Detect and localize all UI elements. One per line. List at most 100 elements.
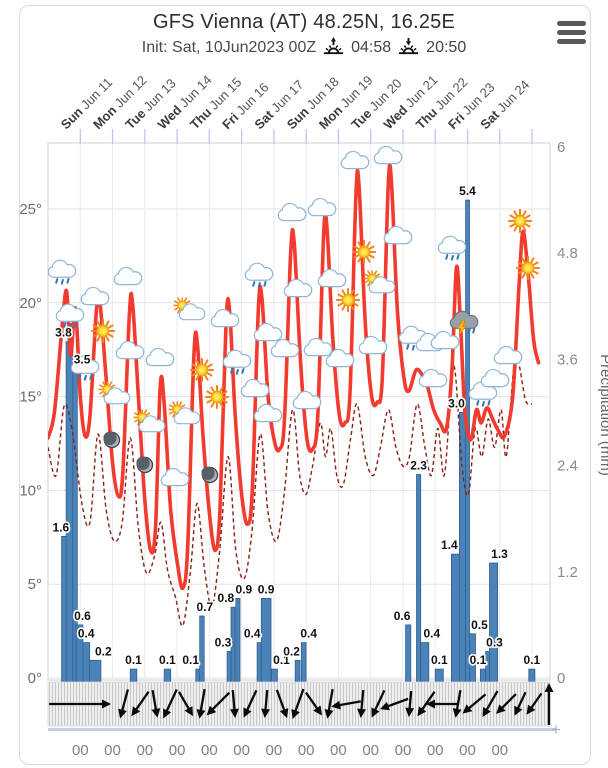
precip-bar-labels: 1.63.83.50.60.40.20.1 0.1 0.10.70.30.80.90…	[51, 183, 542, 669]
wind-arrow-head	[313, 705, 323, 716]
wind-arrow	[357, 689, 367, 718]
menu-bar	[557, 39, 586, 44]
precip-value-label: 0.4	[244, 627, 261, 641]
precip-value-label: 1.4	[441, 538, 458, 552]
wind-arrow-head	[544, 683, 554, 692]
wind-arrow-head	[452, 708, 462, 718]
precip-bar	[256, 642, 262, 683]
wind-arrow-head	[118, 708, 127, 719]
wind-arrow	[305, 691, 323, 716]
sunrise-icon	[324, 37, 344, 55]
sunrise-time: 04:58	[351, 38, 392, 56]
hour-label: 00	[169, 742, 186, 759]
wind-arrow	[405, 690, 415, 717]
hour-label: 00	[104, 742, 121, 759]
wind-arrow-head	[331, 700, 341, 710]
wind-arrow	[514, 691, 527, 716]
precip-value-label: 3.5	[74, 352, 91, 366]
wind-arrow-head	[426, 699, 435, 709]
hour-label: 00	[201, 742, 218, 759]
precip-bar	[489, 562, 499, 683]
moon-icon	[136, 456, 154, 474]
init-row: Init: Sat, 10Jun2023 00Z 04:58	[0, 37, 608, 58]
hour-label: 00	[491, 742, 508, 759]
wind-arrow-head	[229, 708, 239, 718]
wind-arrow-head	[131, 706, 141, 717]
temp-tick-label: 25°	[19, 201, 42, 218]
precip-bar	[405, 624, 412, 683]
precip-bar	[271, 668, 278, 683]
precip-bar	[420, 642, 430, 683]
precip-value-label: 0.3	[486, 636, 503, 650]
precip-axis: 6 4.8 3.6 2.4 1.2 0 Precipitation (mm)	[557, 139, 608, 687]
precip-value-label: 2.3	[410, 459, 427, 473]
precip-bar	[226, 651, 232, 683]
sunset-icon	[399, 37, 419, 55]
precip-bar	[129, 668, 138, 683]
wind-arrow-shaft	[264, 689, 269, 712]
wind-arrow-head	[526, 704, 536, 715]
chart-header: GFS Vienna (AT) 48.25N, 16.25E Init: Sat…	[0, 0, 608, 58]
precip-bar	[195, 668, 201, 683]
wind-arrow-head	[102, 699, 111, 709]
precip-value-label: 0.2	[283, 644, 300, 658]
wind-arrow-shaft	[134, 691, 150, 712]
precip-bar	[82, 642, 91, 683]
precip-bars	[61, 199, 536, 683]
precip-bar	[528, 668, 536, 683]
wind-arrow	[261, 689, 271, 718]
wind-arrow-head	[357, 708, 367, 718]
wind-arrow-head	[379, 701, 390, 711]
wind-arrow	[324, 689, 334, 719]
precip-value-label: 0.8	[218, 591, 235, 605]
wind-arrow	[49, 699, 111, 709]
precip-tick-label: 4.8	[557, 245, 578, 262]
wind-arrow-shaft	[327, 689, 334, 713]
hour-label: 00	[427, 742, 444, 759]
temp-tick-label: 10°	[19, 482, 42, 499]
temp-tick-label: 5°	[28, 576, 42, 593]
wind-arrow-head	[184, 706, 193, 717]
wind-arrow	[162, 689, 178, 719]
wind-arrow-head	[243, 707, 252, 718]
wind-arrow-shaft	[293, 688, 305, 713]
wind-arrow	[331, 700, 361, 710]
precip-value-label: 0.7	[197, 600, 214, 614]
hour-label: 00	[330, 742, 347, 759]
sunset-time: 20:50	[426, 38, 467, 56]
wind-band	[47, 681, 560, 734]
wind-arrow-shaft	[275, 689, 286, 712]
temp-axis: 25° 20° 15° 10° 5° 0°	[19, 201, 42, 687]
wind-arrow-head	[417, 706, 427, 717]
precip-bar	[416, 474, 422, 683]
precip-axis-title: Precipitation (mm)	[597, 354, 608, 476]
page-title: GFS Vienna (AT) 48.25N, 16.25E	[152, 11, 456, 33]
wind-arrow-head	[371, 707, 380, 718]
wind-arrow	[229, 689, 239, 718]
wind-arrow-head	[482, 706, 491, 717]
precip-value-label: 0.1	[125, 653, 142, 667]
precip-bar	[89, 659, 102, 683]
wind-arrow	[426, 699, 458, 709]
precip-value-label: 0.1	[431, 653, 448, 667]
precip-value-label: 0.6	[74, 609, 91, 623]
temp-tick-label: 20°	[19, 295, 42, 312]
wind-arrow	[291, 688, 305, 720]
precip-bar	[465, 199, 470, 683]
precip-value-label: 0.1	[470, 653, 487, 667]
precip-value-label: 0.6	[394, 609, 411, 623]
precip-bar	[260, 598, 272, 683]
wind-arrow-shaft	[500, 693, 517, 710]
menu-button[interactable]	[557, 17, 586, 48]
precip-value-label: 0.2	[95, 644, 112, 658]
precip-bar	[479, 668, 486, 683]
wind-arrow	[452, 690, 462, 718]
wind-arrow	[275, 689, 289, 719]
wind-arrow-shaft	[529, 692, 543, 710]
moon-icon	[201, 466, 219, 484]
hour-label: 00	[136, 742, 153, 759]
wind-arrow-shaft	[386, 697, 409, 708]
wind-arrow-head	[324, 709, 334, 719]
precip-value-label: 0.4	[78, 627, 95, 641]
